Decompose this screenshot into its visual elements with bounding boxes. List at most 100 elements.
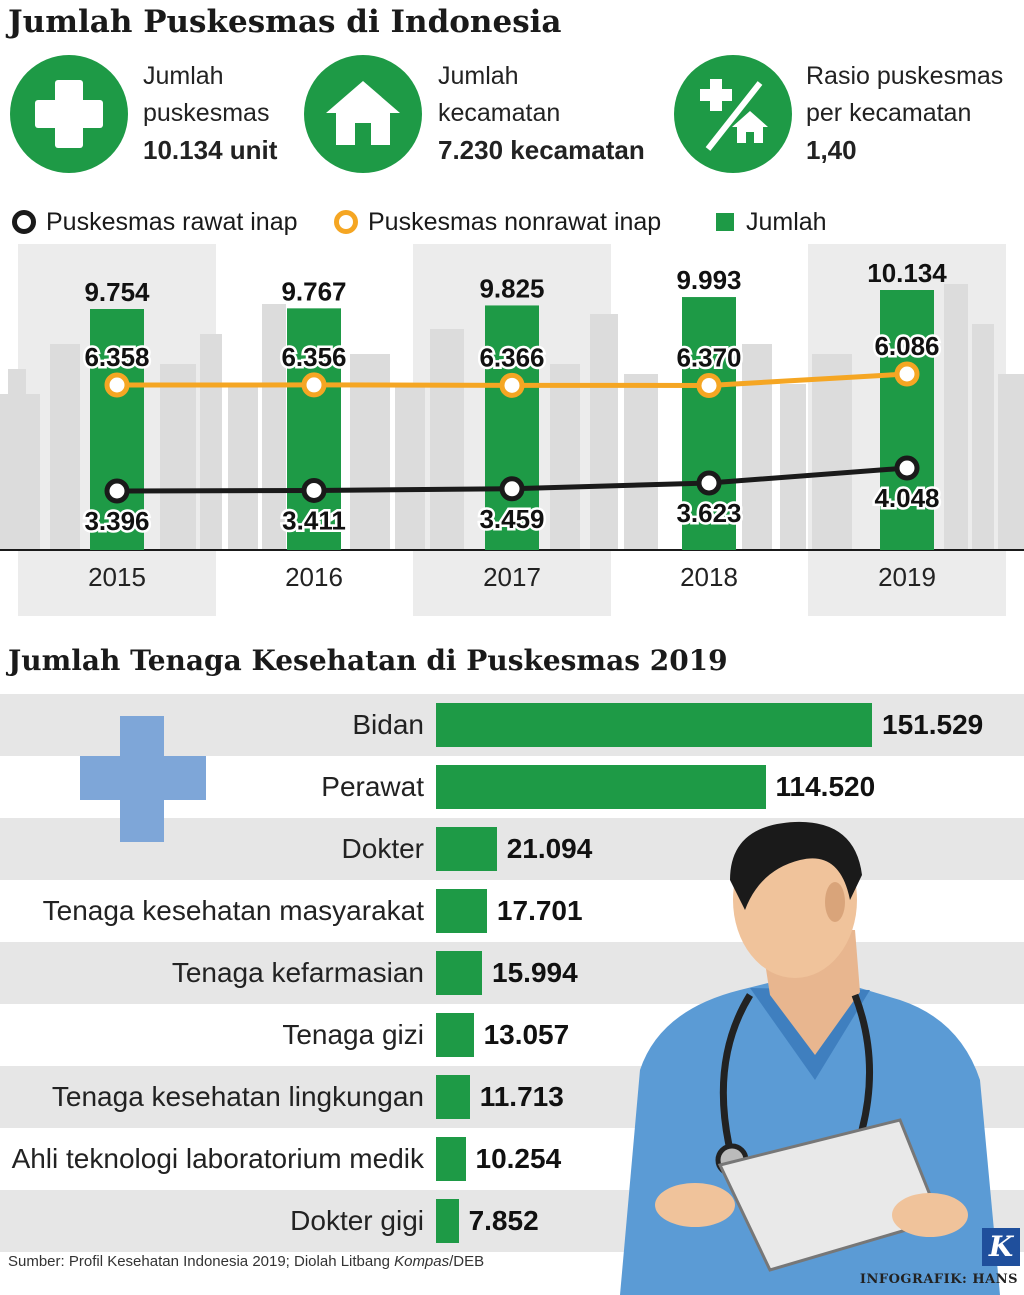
hbar-category-label: Ahli teknologi laboratorium medik: [11, 1143, 424, 1174]
stat-puskesmas-line1: Jumlah: [143, 62, 224, 90]
stat-puskesmas: Jumlah puskesmas 10.134 unit: [143, 58, 277, 170]
hbar-value-label: 11.713: [479, 1081, 564, 1112]
source-suffix: /DEB: [449, 1253, 485, 1270]
legend-jumlah: Jumlah: [716, 204, 827, 240]
bar-jumlah-2015: [90, 309, 144, 550]
black-dot-icon: [12, 210, 36, 234]
city-skyline-decoration: [0, 284, 1024, 550]
x-tick-2017: 2017: [483, 562, 541, 592]
hbar-value-label: 7.852: [468, 1205, 539, 1236]
bar-jumlah-2016: [287, 308, 341, 550]
stat-rasio: Rasio puskesmas per kecamatan 1,40: [806, 58, 1003, 170]
stat-rasio-value: 1,40: [806, 135, 857, 165]
label-rawat-inap-2019: 4.048: [874, 483, 939, 513]
hbar-category-label: Dokter gigi: [290, 1205, 424, 1236]
stat-puskesmas-line2: puskesmas: [143, 99, 270, 127]
hbar-row: Ahli teknologi laboratorium medik 10.254: [0, 1128, 1024, 1190]
source-note: Sumber: Profil Kesehatan Indonesia 2019;…: [8, 1253, 484, 1270]
hbar-category-label: Tenaga kefarmasian: [171, 957, 424, 988]
legend-rawat-inap-label: Puskesmas rawat inap: [46, 207, 298, 236]
medical-cross-icon: [35, 80, 103, 148]
hbar-category-label: Tenaga kesehatan masyarakat: [42, 895, 424, 926]
stat-puskesmas-value: 10.134 unit: [143, 135, 278, 165]
kompas-logo: K: [982, 1228, 1020, 1266]
hbar-category-label: Perawat: [321, 771, 424, 802]
label-rawat-inap-2015: 3.396: [84, 506, 149, 536]
bar-jumlah-2018: [682, 297, 736, 550]
stat-rasio-line1: Rasio puskesmas: [806, 62, 1004, 90]
stat-puskesmas-badge: [10, 55, 128, 173]
label-jumlah-2015: 9.754: [84, 277, 150, 307]
point-rawat-inap-2019: [894, 455, 920, 481]
hbar-bar: [436, 951, 483, 995]
hbar-bar: [436, 765, 766, 809]
hbar-bar: [436, 1199, 459, 1243]
hbar-value-label: 13.057: [483, 1019, 570, 1050]
point-nonrawat-inap-2019: [894, 361, 920, 387]
hbar-bar: [436, 827, 497, 871]
x-tick-2018: 2018: [680, 562, 738, 592]
hbar-category-label: Tenaga gizi: [282, 1019, 424, 1050]
point-nonrawat-inap-2016: [301, 372, 327, 398]
source-kompas: Kompas: [394, 1253, 450, 1270]
point-rawat-inap-2015: [104, 478, 130, 504]
legend-jumlah-label: Jumlah: [746, 207, 827, 236]
health-worker-illustration: [620, 821, 1000, 1295]
stat-kecamatan: Jumlah kecamatan 7.230 kecamatan: [438, 58, 645, 170]
label-rawat-inap-2016: 3.411: [282, 505, 346, 535]
legend-rawat-inap: Puskesmas rawat inap: [12, 204, 298, 240]
label-rawat-inap-2018: 3.623: [676, 498, 741, 528]
stat-kecamatan-badge: [304, 55, 422, 173]
x-tick-2015: 2015: [88, 562, 146, 592]
hbar-bar: [436, 1075, 470, 1119]
hbar-row: Bidan 151.529: [0, 694, 1024, 756]
hbar-bar: [436, 889, 487, 933]
hbar-value-label: 17.701: [496, 895, 583, 926]
bar-jumlah-2019: [880, 290, 934, 550]
point-rawat-inap-2016: [301, 477, 327, 503]
page-title: Jumlah Puskesmas di Indonesia: [8, 4, 562, 40]
label-jumlah-2016: 9.767: [281, 276, 346, 306]
point-rawat-inap-2017: [499, 476, 525, 502]
hbar-bar: [436, 1137, 466, 1181]
hbar-category-label: Tenaga kesehatan lingkungan: [51, 1081, 424, 1112]
stat-kecamatan-value: 7.230 kecamatan: [438, 135, 645, 165]
label-nonrawat-inap-2018: 6.370: [676, 342, 741, 372]
stat-rasio-line2: per kecamatan: [806, 99, 972, 127]
section-title-tenaga: Jumlah Tenaga Kesehatan di Puskesmas 201…: [8, 644, 728, 677]
hbar-value-label: 10.254: [475, 1143, 562, 1174]
label-nonrawat-inap-2016: 6.356: [281, 342, 346, 372]
bar-jumlah-2017: [485, 305, 539, 550]
label-nonrawat-inap-2017: 6.366: [479, 342, 544, 372]
house-icon: [326, 81, 400, 145]
hbar-bar: [436, 1013, 474, 1057]
infographic-credit: INFOGRAFIK: HANS: [859, 1272, 1018, 1287]
point-nonrawat-inap-2018: [696, 372, 722, 398]
point-nonrawat-inap-2015: [104, 372, 130, 398]
label-jumlah-2018: 9.993: [676, 265, 741, 295]
legend-nonrawat-inap-label: Puskesmas nonrawat inap: [368, 207, 662, 236]
stat-kecamatan-line2: kecamatan: [438, 99, 561, 127]
x-tick-2019: 2019: [878, 562, 936, 592]
hbar-row: Tenaga gizi 13.057: [0, 1004, 1024, 1066]
puskesmas-chart: 9.754 2015 9.767 2016 9.825 2017 9.993 2018 10.1…: [0, 244, 1024, 616]
hbar-value-label: 151.529: [882, 709, 984, 740]
stat-rasio-badge: [674, 55, 792, 173]
label-nonrawat-inap-2015: 6.358: [84, 342, 149, 372]
hbar-row: Perawat 114.520: [0, 756, 1024, 818]
label-jumlah-2017: 9.825: [479, 273, 544, 303]
hbar-bar: [436, 703, 872, 747]
hbar-value-label: 114.520: [775, 771, 876, 802]
blue-cross-icon: [80, 716, 206, 842]
hbar-value-label: 21.094: [506, 833, 593, 864]
green-square-icon: [716, 213, 734, 231]
legend-nonrawat-inap: Puskesmas nonrawat inap: [334, 204, 661, 240]
orange-dot-icon: [334, 210, 358, 234]
hbar-row: Tenaga kesehatan masyarakat 17.701: [0, 880, 1024, 942]
hbar-category-label: Bidan: [352, 709, 424, 740]
x-tick-2016: 2016: [285, 562, 343, 592]
point-rawat-inap-2018: [696, 470, 722, 496]
cross-per-house-icon: [700, 79, 768, 151]
label-rawat-inap-2017: 3.459: [479, 504, 544, 534]
source-prefix: Sumber: Profil Kesehatan Indonesia 2019;…: [8, 1253, 395, 1270]
